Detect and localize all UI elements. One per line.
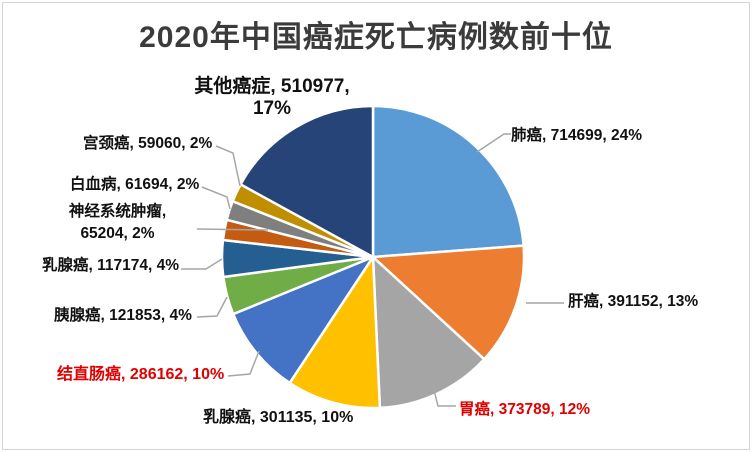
pie-slices: [220, 104, 526, 410]
pie-label-nervous-system: 神经系统肿瘤, 65204, 2%: [40, 201, 195, 245]
chart-title: 2020年中国癌症死亡病例数前十位: [139, 21, 613, 54]
leader-line-leukemia: [201, 186, 231, 210]
pie-slice-4: [288, 255, 382, 410]
pie-label-liver: 肝癌, 391152, 13%: [568, 293, 699, 310]
pie-label-lung: 肺癌, 714699, 24%: [511, 127, 642, 144]
pie-label-stomach: 胃癌, 373789, 12%: [459, 401, 590, 418]
pie-label-pancreas: 胰腺癌, 121853, 4%: [54, 307, 192, 324]
leader-line-breast-4pct: [181, 258, 223, 270]
pie-slice-11: [239, 104, 375, 259]
pie-label-nervous-system-line1: 神经系统肿瘤,: [68, 203, 167, 220]
pie-label-breast-10pct: 乳腺癌, 301135, 10%: [203, 409, 354, 426]
leader-line-pancreas: [196, 296, 228, 318]
pie-label-nervous-system-line2: 65204, 2%: [80, 225, 155, 242]
pie-slice-5: [231, 255, 375, 385]
leader-line-nervous-system: [196, 228, 269, 231]
leader-line-stomach: [432, 385, 456, 407]
leader-line-colorectal: [227, 350, 260, 377]
pie-label-other-cancers: 其他癌症, 510977, 17%: [172, 76, 372, 120]
pie-slice-3: [371, 255, 486, 410]
pie-label-other-cancers-line1: 其他癌症, 510977,: [194, 76, 350, 97]
pie-label-other-cancers-line2: 17%: [252, 98, 292, 119]
leader-line-lung: [476, 133, 511, 153]
pie-slice-2: [371, 244, 526, 361]
pie-label-breast-4pct: 乳腺癌, 117174, 4%: [42, 257, 179, 274]
pie-label-cervical: 宫颈癌, 59060, 2%: [83, 135, 213, 152]
pie-label-colorectal: 结直肠癌, 286162, 10%: [57, 366, 225, 383]
leader-lines: [181, 133, 564, 407]
leader-line-cervical: [215, 145, 241, 187]
pie-slice-1: [371, 104, 525, 259]
pie-label-leukemia: 白血病, 61694, 2%: [70, 176, 200, 193]
